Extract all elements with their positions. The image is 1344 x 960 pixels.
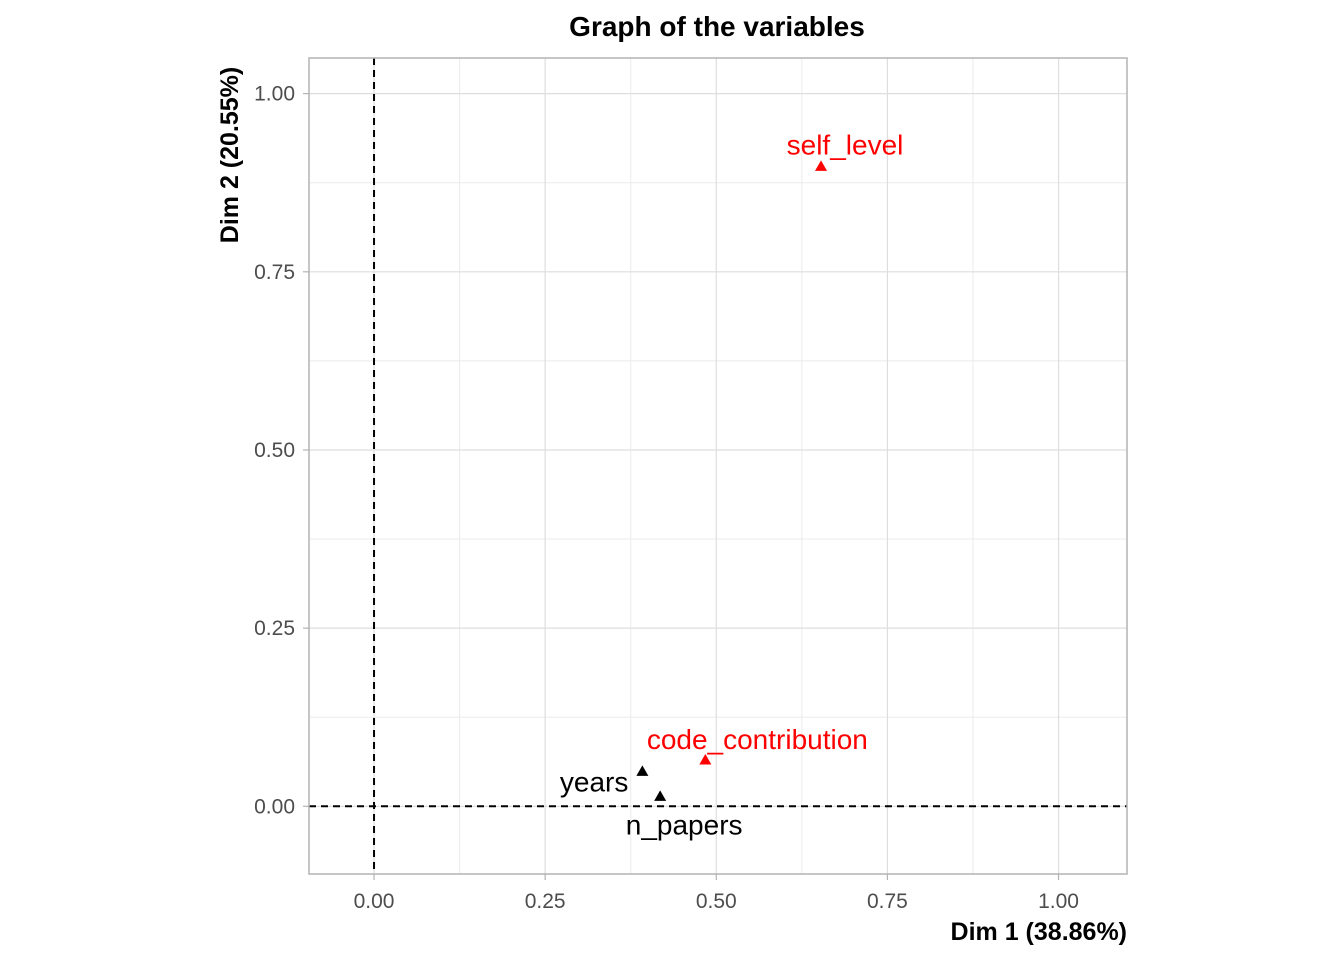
x-tick-label: 0.00 xyxy=(354,890,395,913)
x-axis: 0.00 0.25 0.50 0.75 1.00 xyxy=(354,874,1079,913)
reference-lines xyxy=(309,58,1127,874)
chart-title: Graph of the variables xyxy=(569,11,865,42)
point-n-papers xyxy=(654,790,667,801)
y-tick-label: 0.75 xyxy=(254,261,295,284)
point-label-n-papers: n_papers xyxy=(626,809,743,840)
plot-border xyxy=(308,57,1128,875)
point-code-contribution xyxy=(699,753,712,765)
x-tick-label: 0.25 xyxy=(525,890,566,913)
point-self-level xyxy=(815,160,828,171)
x-axis-title: Dim 1 (38.86%) xyxy=(951,918,1127,946)
y-axis: 0.00 0.25 0.50 0.75 1.00 xyxy=(254,83,309,818)
plot-panel xyxy=(309,58,1127,874)
y-axis-title: Dim 2 (20.55%) xyxy=(216,67,244,243)
point-label-code-contribution: code_contribution xyxy=(647,724,868,755)
x-tick-label: 0.75 xyxy=(867,890,908,913)
point-label-self-level: self_level xyxy=(787,129,904,160)
y-tick-label: 0.50 xyxy=(254,439,295,462)
x-tick-label: 0.50 xyxy=(696,890,737,913)
y-tick-label: 0.25 xyxy=(254,617,295,640)
x-tick-label: 1.00 xyxy=(1038,890,1079,913)
point-years xyxy=(636,765,649,776)
y-tick-label: 1.00 xyxy=(254,83,295,106)
y-tick-label: 0.00 xyxy=(254,795,295,818)
point-label-years: years xyxy=(560,766,628,797)
